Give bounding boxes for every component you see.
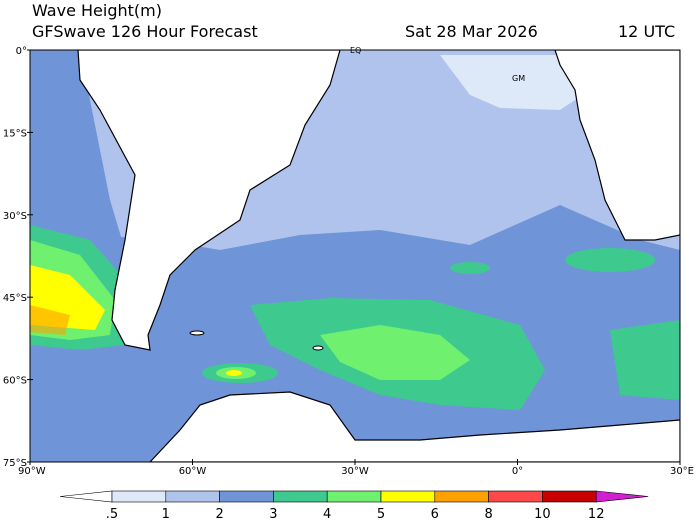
colorbar-segment bbox=[219, 490, 274, 503]
lat-label: 75°S bbox=[3, 458, 27, 469]
lat-label: 60°S bbox=[3, 376, 27, 387]
lon-label: 30°W bbox=[341, 466, 369, 477]
colorbar-segment bbox=[434, 490, 489, 503]
south-america bbox=[77, 50, 341, 351]
lat-label: 45°S bbox=[3, 293, 27, 304]
colorbar-segment bbox=[273, 490, 328, 503]
peak-patch bbox=[226, 370, 242, 376]
lon-label: 30°E bbox=[670, 466, 694, 477]
colorbar-label: .5 bbox=[106, 507, 118, 522]
island bbox=[312, 345, 324, 351]
island bbox=[189, 330, 205, 336]
lon-labels: 90°W 60°W 30°W 0° 30°E bbox=[18, 459, 694, 477]
map: EQ GM 0° 15°S 30°S 45°S 60°S 75°S 90°W 60°W 30°… bbox=[3, 46, 694, 477]
high-patch-mid bbox=[450, 262, 490, 274]
equator-label: EQ bbox=[350, 46, 361, 55]
africa bbox=[554, 50, 680, 241]
colorbar-label: 5 bbox=[377, 507, 385, 522]
colorbar-segment bbox=[488, 490, 543, 503]
lat-label: 0° bbox=[16, 46, 27, 57]
subtitle: GFSwave 126 Hour Forecast bbox=[32, 22, 258, 41]
colorbar: .5 1 2 3 4 5 6 8 10 12 bbox=[59, 490, 649, 522]
moderate-area-west bbox=[30, 50, 125, 260]
colorbar-start bbox=[59, 490, 113, 503]
meridian-label: GM bbox=[512, 74, 525, 83]
peak-core-west bbox=[30, 305, 70, 335]
forecast-time: 12 UTC bbox=[618, 22, 675, 41]
lat-label: 30°S bbox=[3, 211, 27, 222]
lon-label: 0° bbox=[512, 466, 523, 477]
forecast-date: Sat 28 Mar 2026 bbox=[405, 22, 538, 41]
colorbar-label: 2 bbox=[215, 507, 223, 522]
colorbar-segment bbox=[326, 490, 382, 503]
colorbar-label: 3 bbox=[269, 507, 277, 522]
calm-area bbox=[440, 55, 590, 110]
colorbar-end bbox=[595, 490, 649, 503]
colorbar-segment bbox=[165, 490, 220, 503]
colorbar-segment bbox=[542, 490, 597, 503]
lat-labels: 0° 15°S 30°S 45°S 60°S 75°S bbox=[3, 46, 33, 469]
high-patch-east bbox=[565, 248, 655, 272]
lon-label: 90°W bbox=[18, 466, 46, 477]
high-area-east bbox=[610, 320, 680, 400]
colorbar-label: 12 bbox=[588, 507, 605, 522]
colorbar-label: 8 bbox=[484, 507, 492, 522]
colorbar-label: 4 bbox=[323, 507, 331, 522]
lon-label: 60°W bbox=[179, 466, 207, 477]
colorbar-segment bbox=[380, 490, 436, 503]
higher-area-south bbox=[320, 325, 470, 380]
title: Wave Height(m) bbox=[32, 1, 162, 20]
lat-label: 15°S bbox=[3, 128, 27, 139]
colorbar-label: 10 bbox=[534, 507, 551, 522]
colorbar-label: 6 bbox=[431, 507, 439, 522]
colorbar-label: 1 bbox=[162, 507, 170, 522]
antarctica bbox=[149, 391, 680, 462]
colorbar-segment bbox=[111, 490, 167, 503]
